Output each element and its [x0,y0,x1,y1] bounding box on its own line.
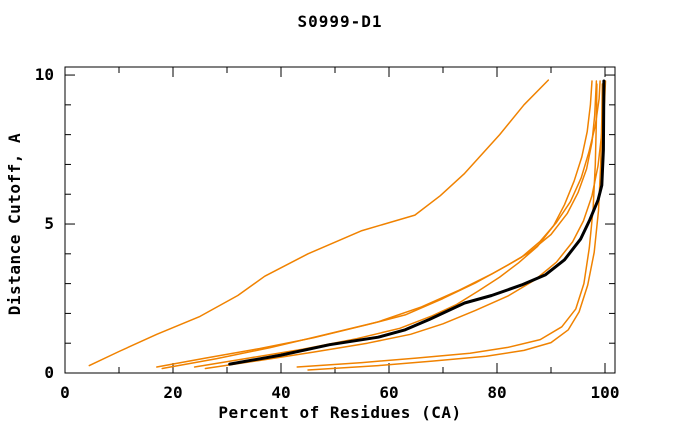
curve-model-highlighted-black [228,79,606,366]
curve-model-orange-7 [307,83,604,371]
x-tick-label: 100 [591,383,620,402]
plot-frame [64,66,616,374]
x-axis-label: Percent of Residues (CA) [218,403,462,422]
x-tick-label: 80 [487,383,506,402]
x-tick-label: 0 [60,383,70,402]
x-tick-label: 40 [271,383,290,402]
curve-model-orange-6 [296,83,598,368]
curve-model-orange-3 [161,80,601,370]
chart-title: S0999-D1 [297,12,383,31]
curve-model-orange-4 [193,80,593,368]
x-tick-label: 20 [163,383,182,402]
y-tick-label: 5 [44,214,54,233]
x-tick-label: 60 [379,383,398,402]
curve-model-orange-2 [156,80,598,368]
y-axis-label: Distance Cutoff, A [5,132,24,316]
curve-model-orange-1 [88,79,550,367]
y-tick-label: 10 [35,65,54,84]
y-tick-label: 0 [44,363,54,382]
